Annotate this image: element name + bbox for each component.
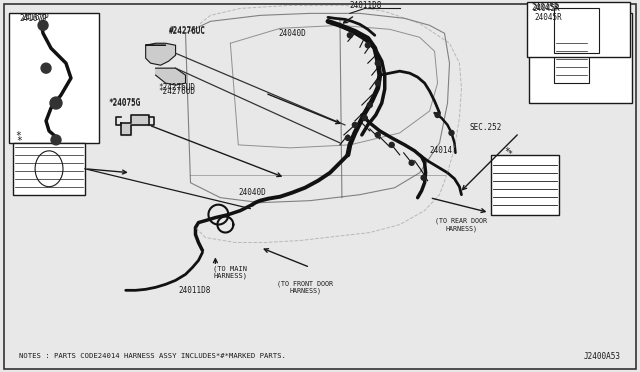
Text: *24075G: *24075G bbox=[109, 98, 141, 107]
Bar bbox=[9, 13, 99, 143]
Polygon shape bbox=[146, 43, 175, 65]
Text: 24045R: 24045R bbox=[531, 3, 559, 12]
Text: 24167P: 24167P bbox=[19, 14, 47, 23]
Text: (TO MAIN
HARNESS): (TO MAIN HARNESS) bbox=[213, 265, 247, 279]
Text: 24167P: 24167P bbox=[21, 13, 49, 22]
Text: *: * bbox=[16, 136, 22, 146]
Circle shape bbox=[375, 81, 380, 86]
Text: 24014: 24014 bbox=[429, 146, 452, 155]
Text: *: * bbox=[508, 150, 512, 159]
Circle shape bbox=[51, 135, 61, 145]
Text: 24040D: 24040D bbox=[278, 29, 306, 38]
Circle shape bbox=[389, 142, 394, 147]
Text: 24011D8: 24011D8 bbox=[179, 286, 211, 295]
Text: #24276UC: #24276UC bbox=[168, 27, 205, 36]
Bar bbox=[554, 38, 589, 83]
Bar bbox=[527, 2, 630, 57]
Text: (TO REAR DOOR
HARNESS): (TO REAR DOOR HARNESS) bbox=[435, 218, 488, 231]
Circle shape bbox=[346, 135, 350, 140]
Circle shape bbox=[421, 175, 426, 180]
Circle shape bbox=[353, 122, 357, 128]
Circle shape bbox=[41, 63, 51, 73]
Polygon shape bbox=[156, 68, 186, 85]
Circle shape bbox=[449, 131, 454, 135]
Text: (TO FRONT DOOR
HARNESS): (TO FRONT DOOR HARNESS) bbox=[277, 280, 333, 294]
Text: 24011D8: 24011D8 bbox=[350, 1, 382, 10]
Text: 24045R: 24045R bbox=[532, 4, 560, 13]
Text: *24276UD: *24276UD bbox=[159, 83, 196, 92]
Polygon shape bbox=[121, 115, 148, 135]
Circle shape bbox=[375, 61, 380, 66]
Text: *: * bbox=[504, 147, 510, 157]
Text: NOTES : PARTS CODE24014 HARNESS ASSY INCLUDES*#*MARKED PARTS.: NOTES : PARTS CODE24014 HARNESS ASSY INC… bbox=[19, 353, 286, 359]
Text: #24276UC: #24276UC bbox=[168, 26, 205, 35]
Circle shape bbox=[348, 33, 353, 38]
Text: 24045R: 24045R bbox=[534, 13, 562, 22]
Text: 24040D: 24040D bbox=[238, 188, 266, 197]
Circle shape bbox=[435, 112, 440, 118]
Text: SEC.252: SEC.252 bbox=[469, 124, 502, 132]
Bar bbox=[529, 13, 632, 103]
Text: *: * bbox=[15, 131, 21, 141]
Text: *24276UD: *24276UD bbox=[159, 87, 196, 96]
Ellipse shape bbox=[35, 151, 63, 187]
Circle shape bbox=[362, 115, 367, 121]
Bar bbox=[554, 9, 599, 53]
Text: J2400A53: J2400A53 bbox=[584, 352, 621, 360]
Circle shape bbox=[409, 160, 414, 165]
Circle shape bbox=[365, 43, 371, 48]
Text: *24075G: *24075G bbox=[109, 99, 141, 108]
Circle shape bbox=[50, 97, 62, 109]
Circle shape bbox=[367, 103, 372, 108]
Circle shape bbox=[375, 132, 380, 137]
Bar bbox=[13, 143, 85, 195]
Circle shape bbox=[38, 20, 48, 30]
Bar bbox=[492, 155, 559, 215]
